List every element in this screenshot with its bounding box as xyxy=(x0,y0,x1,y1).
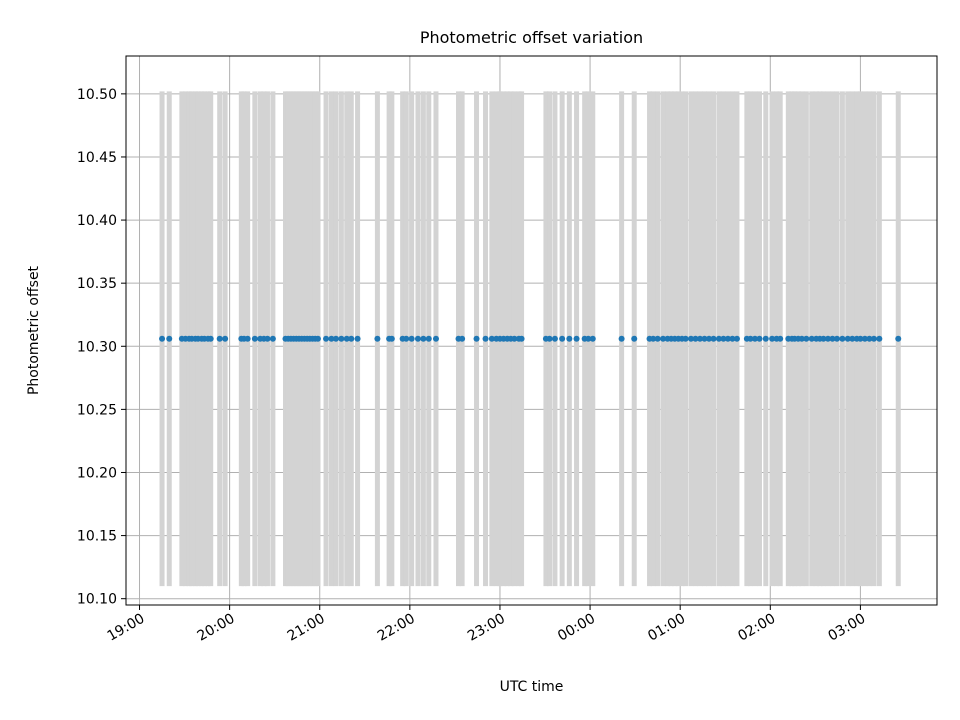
data-point xyxy=(824,335,831,342)
data-point xyxy=(803,335,810,342)
data-point xyxy=(687,335,694,342)
data-point xyxy=(459,335,466,342)
y-tick-label: 10.20 xyxy=(77,465,117,481)
data-point xyxy=(720,335,727,342)
data-point xyxy=(692,335,699,342)
data-point xyxy=(269,335,276,342)
data-point xyxy=(769,335,776,342)
y-tick-label: 10.30 xyxy=(77,339,117,355)
y-tick-label: 10.40 xyxy=(77,213,117,229)
chart-title: Photometric offset variation xyxy=(420,28,643,47)
y-axis-label: Photometric offset xyxy=(26,265,42,395)
data-points xyxy=(159,335,902,342)
data-point xyxy=(388,335,395,342)
data-point xyxy=(551,335,558,342)
data-point xyxy=(566,335,573,342)
data-point xyxy=(833,335,840,342)
data-point xyxy=(518,335,525,342)
data-point xyxy=(849,335,856,342)
data-point xyxy=(546,335,553,342)
data-point xyxy=(408,335,415,342)
data-point xyxy=(332,335,339,342)
data-point xyxy=(820,335,827,342)
data-point xyxy=(756,335,763,342)
data-point xyxy=(733,335,740,342)
data-point xyxy=(829,335,836,342)
y-tick-label: 10.45 xyxy=(77,150,117,166)
data-point xyxy=(762,335,769,342)
data-point xyxy=(420,335,427,342)
data-point xyxy=(159,335,166,342)
data-point xyxy=(511,335,518,342)
data-point xyxy=(724,335,731,342)
data-point xyxy=(729,335,736,342)
data-point xyxy=(338,335,345,342)
data-point xyxy=(589,335,596,342)
data-point xyxy=(488,335,495,342)
data-point xyxy=(432,335,439,342)
y-axis: 10.10 10.15 10.20 10.25 10.30 10.35 10.40 10.45… xyxy=(77,87,126,608)
data-point xyxy=(222,335,229,342)
y-tick-label: 10.25 xyxy=(77,402,117,418)
data-point xyxy=(751,335,758,342)
data-point xyxy=(314,335,321,342)
data-point xyxy=(697,335,704,342)
data-point xyxy=(216,335,223,342)
y-tick-label: 10.35 xyxy=(77,276,117,292)
data-point xyxy=(374,335,381,342)
data-point xyxy=(585,335,592,342)
data-point xyxy=(857,335,864,342)
data-point xyxy=(747,335,754,342)
data-point xyxy=(618,335,625,342)
data-point xyxy=(403,335,410,342)
data-point xyxy=(777,335,784,342)
data-point xyxy=(414,335,421,342)
data-point xyxy=(710,335,717,342)
data-point xyxy=(251,335,258,342)
data-point xyxy=(244,335,251,342)
data-point xyxy=(650,335,657,342)
data-point xyxy=(870,335,877,342)
data-point xyxy=(631,335,638,342)
data-point xyxy=(207,335,214,342)
data-point xyxy=(861,335,868,342)
data-point xyxy=(473,335,480,342)
data-point xyxy=(682,335,689,342)
data-point xyxy=(328,335,335,342)
data-point xyxy=(844,335,851,342)
y-tick-label: 10.15 xyxy=(77,529,117,545)
data-point xyxy=(715,335,722,342)
data-point xyxy=(706,335,713,342)
data-point xyxy=(264,335,271,342)
data-point xyxy=(654,335,661,342)
data-point xyxy=(798,335,805,342)
data-point xyxy=(573,335,580,342)
data-point xyxy=(839,335,846,342)
data-point xyxy=(166,335,173,342)
data-point xyxy=(323,335,330,342)
plot-frame xyxy=(125,55,938,606)
data-point xyxy=(348,335,355,342)
data-point xyxy=(425,335,432,342)
data-point xyxy=(701,335,708,342)
data-point xyxy=(808,335,815,342)
y-tick-label: 10.10 xyxy=(77,592,117,608)
data-point xyxy=(660,335,667,342)
data-point xyxy=(876,335,883,342)
data-point xyxy=(559,335,566,342)
y-tick-label: 10.50 xyxy=(77,87,117,103)
data-point xyxy=(866,335,873,342)
data-point xyxy=(895,335,902,342)
x-axis-label: UTC time xyxy=(500,679,564,695)
data-point xyxy=(354,335,361,342)
data-point xyxy=(482,335,489,342)
data-point xyxy=(343,335,350,342)
